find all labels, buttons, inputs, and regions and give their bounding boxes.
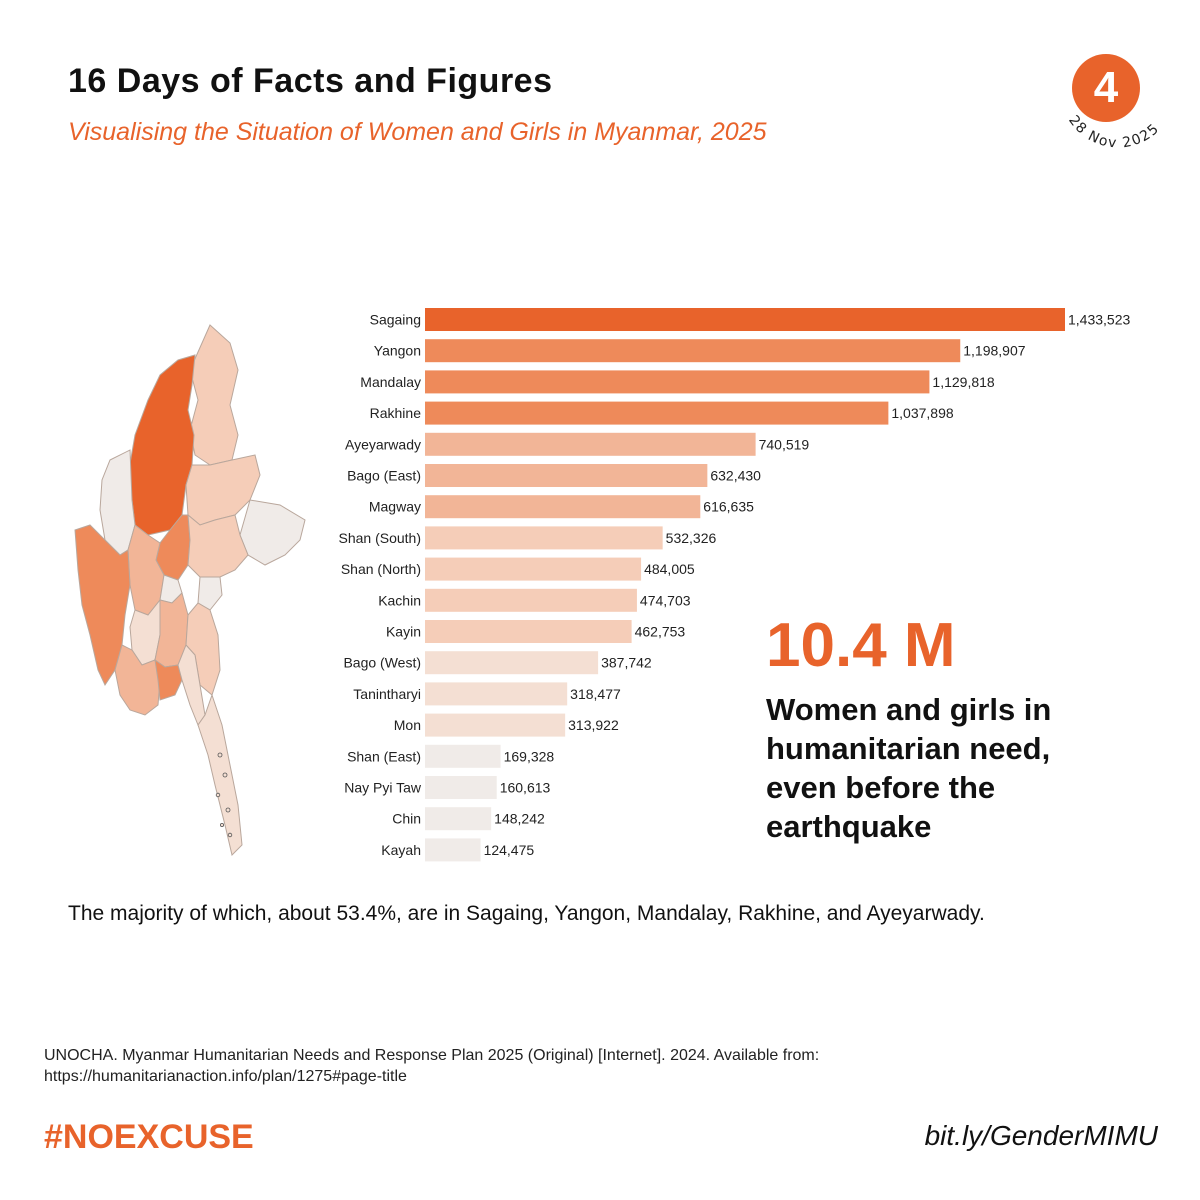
bar-label-shan-north: Shan (North) [341, 561, 421, 577]
map-region-ayeyarwady [114, 644, 161, 716]
bar-label-mandalay: Mandalay [360, 374, 421, 390]
map-region-shan-east [239, 499, 306, 566]
bar-label-kachin: Kachin [378, 592, 421, 608]
map-region-kachin [189, 324, 239, 466]
map-region-kayah [197, 576, 223, 611]
date-arc-label: 28 Nov 2025 [1065, 113, 1163, 152]
bar-value-mon: 313,922 [568, 717, 619, 733]
highlight-caption: Women and girls in humanitarian need, ev… [766, 692, 1052, 844]
bar-mon [425, 713, 566, 737]
bar-label-chin: Chin [392, 811, 421, 827]
bar-value-kayah: 124,475 [484, 842, 535, 858]
bar-value-yangon: 1,198,907 [963, 343, 1025, 359]
bar-value-ayeyarwady: 740,519 [759, 436, 810, 452]
bar-chart: Sagaing 1,433,523 Yangon 1,198,907 Mandalay 1… [339, 308, 1130, 862]
bar-value-bago-west: 387,742 [601, 655, 652, 671]
bar-bago-west [425, 651, 599, 675]
bar-value-nay-pyi-taw: 160,613 [500, 780, 551, 796]
myanmar-map [74, 324, 306, 856]
map-islands [215, 752, 233, 838]
bar-value-bago-east: 632,430 [710, 468, 761, 484]
bar-label-kayin: Kayin [386, 624, 421, 640]
bar-value-sagaing: 1,433,523 [1068, 312, 1130, 328]
bar-kayah [425, 838, 481, 862]
bar-mandalay [425, 370, 930, 394]
bar-value-rakhine: 1,037,898 [891, 405, 953, 421]
bar-yangon [425, 339, 961, 363]
map-region-tanintharyi [197, 693, 243, 856]
bar-ayeyarwady [425, 432, 756, 456]
map-region-shan-north [185, 454, 261, 526]
bar-rakhine [425, 401, 889, 425]
date-label: 28 Nov 2025 [1065, 113, 1163, 152]
day-number-badge: 4 [1072, 54, 1140, 122]
bar-kayin [425, 620, 632, 643]
bar-nay-pyi-taw [425, 776, 497, 799]
map-region-yangon [154, 658, 183, 701]
bar-value-shan-north: 484,005 [644, 561, 695, 577]
bar-value-shan-south: 532,326 [666, 530, 717, 546]
map-region-sagaing [127, 354, 196, 536]
bar-label-ayeyarwady: Ayeyarwady [345, 436, 421, 452]
bar-value-magway: 616,635 [703, 499, 754, 515]
page-title: 16 Days of Facts and Figures [68, 62, 553, 100]
hashtag: #NOEXCUSE [44, 1118, 254, 1156]
bar-label-sagaing: Sagaing [370, 312, 421, 328]
bar-label-kayah: Kayah [381, 842, 421, 858]
bar-chin [425, 807, 492, 831]
bar-shan-north [425, 557, 642, 581]
bar-label-tanintharyi: Tanintharyi [353, 686, 421, 702]
bar-value-kachin: 474,703 [640, 592, 691, 608]
bar-magway [425, 495, 701, 519]
bar-label-shan-east: Shan (East) [347, 748, 421, 764]
highlight-number: 10.4 M [766, 611, 956, 680]
bar-value-tanintharyi: 318,477 [570, 686, 621, 702]
summary-text: The majority of which, about 53.4%, are … [68, 902, 985, 925]
bar-shan-east [425, 744, 501, 768]
bar-value-shan-east: 169,328 [504, 748, 555, 764]
bar-sagaing [425, 308, 1065, 331]
bar-label-nay-pyi-taw: Nay Pyi Taw [344, 780, 422, 796]
bar-label-yangon: Yangon [374, 343, 421, 359]
bar-label-bago-east: Bago (East) [347, 468, 421, 484]
map-region-chin [99, 449, 136, 556]
bar-bago-east [425, 464, 708, 487]
bar-label-rakhine: Rakhine [370, 405, 422, 421]
page-subtitle: Visualising the Situation of Women and G… [68, 118, 767, 146]
bar-label-shan-south: Shan (South) [339, 530, 422, 546]
map-region-shan-south [187, 513, 249, 578]
bar-label-mon: Mon [394, 717, 421, 733]
bar-kachin [425, 588, 637, 612]
bar-label-bago-west: Bago (West) [343, 655, 421, 671]
bar-value-mandalay: 1,129,818 [932, 374, 994, 390]
bar-value-chin: 148,242 [494, 811, 545, 827]
bar-shan-south [425, 526, 663, 550]
bar-tanintharyi [425, 682, 568, 706]
source-citation: UNOCHA. Myanmar Humanitarian Needs and R… [44, 1047, 820, 1085]
bar-value-kayin: 462,753 [635, 624, 686, 640]
footer-link[interactable]: bit.ly/GenderMIMU [924, 1120, 1158, 1151]
bar-label-magway: Magway [369, 499, 421, 515]
